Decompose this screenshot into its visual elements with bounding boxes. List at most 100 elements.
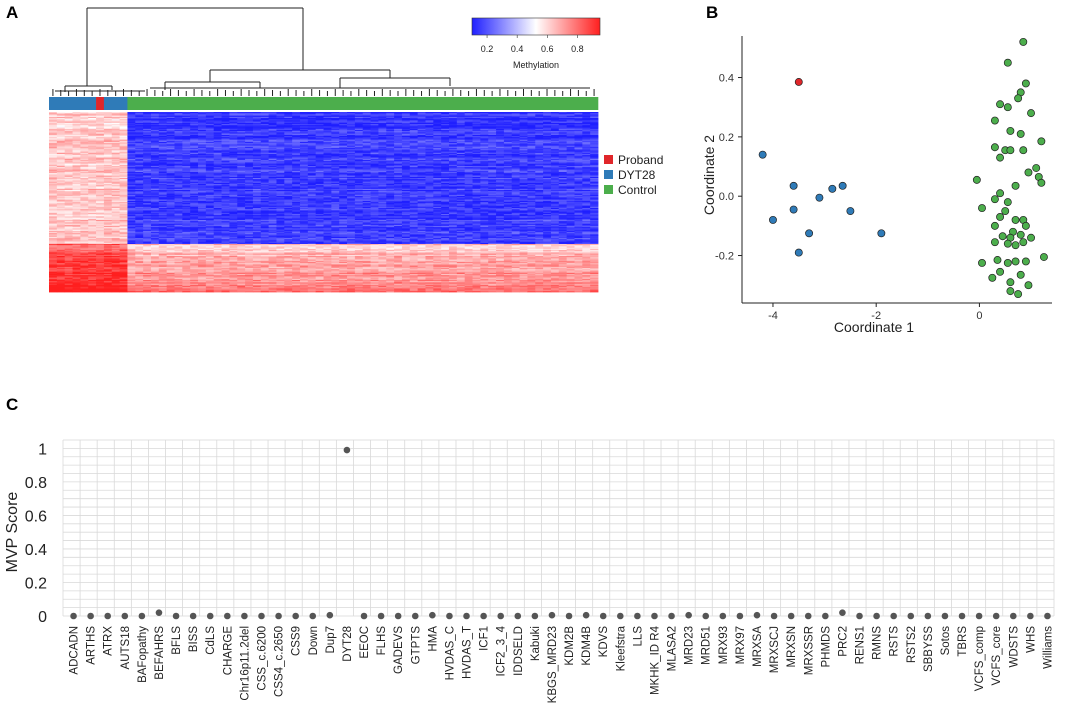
- heatmap-cell: [448, 113, 458, 115]
- heatmap-cell: [174, 146, 183, 149]
- heatmap-cell: [299, 124, 309, 126]
- heatmap-cell: [213, 149, 222, 151]
- heatmap-cell: [103, 191, 113, 193]
- heatmap-cell: [417, 162, 426, 164]
- heatmap-cell: [496, 155, 505, 157]
- heatmap-cell: [354, 142, 364, 144]
- heatmap-cell: [229, 133, 238, 136]
- heatmap-cell: [135, 169, 144, 172]
- heatmap-cell: [307, 163, 317, 166]
- heatmap-cell: [472, 132, 481, 134]
- heatmap-cell: [527, 155, 536, 157]
- heatmap-cell: [88, 187, 97, 190]
- heatmap-cell: [135, 170, 144, 173]
- heatmap-cell: [166, 136, 175, 138]
- heatmap-cell: [315, 182, 324, 185]
- heatmap-cell: [182, 145, 191, 148]
- heatmap-cell: [527, 137, 536, 139]
- heatmap-cell: [213, 187, 222, 190]
- heatmap-cell: [464, 149, 473, 151]
- heatmap-cell: [354, 131, 364, 133]
- heatmap-cell: [543, 146, 552, 149]
- heatmap-cell: [150, 187, 160, 190]
- heatmap-cell: [158, 121, 168, 124]
- heatmap-cell: [331, 115, 340, 118]
- heatmap-cell: [307, 115, 317, 118]
- heatmap-cell: [566, 164, 575, 167]
- heatmap-cell: [127, 113, 136, 115]
- heatmap-cell: [56, 160, 66, 162]
- heatmap-cell: [401, 128, 411, 131]
- heatmap-cell: [229, 169, 238, 172]
- heatmap-cell: [417, 124, 426, 126]
- heatmap-cell: [158, 146, 168, 149]
- heatmap-cell: [198, 132, 207, 134]
- heatmap-cell: [386, 148, 395, 150]
- heatmap-cell: [315, 168, 324, 170]
- heatmap-cell: [88, 168, 97, 170]
- heatmap-cell: [566, 157, 575, 160]
- heatmap-cell: [590, 174, 599, 176]
- heatmap-cell: [127, 142, 136, 144]
- heatmap-cell: [299, 136, 309, 138]
- heatmap-cell: [135, 145, 144, 148]
- heatmap-cell: [362, 151, 371, 154]
- heatmap-cell: [190, 186, 199, 188]
- heatmap-cell: [260, 149, 269, 151]
- heatmap-cell: [166, 170, 175, 173]
- heatmap-cell: [425, 130, 434, 132]
- heatmap-cell: [550, 143, 560, 145]
- heatmap-cell: [252, 120, 262, 122]
- heatmap-cell: [535, 156, 544, 158]
- heatmap-cell: [331, 126, 340, 128]
- heatmap-cell: [268, 158, 277, 161]
- heatmap-cell: [221, 187, 230, 190]
- heatmap-cell: [260, 142, 269, 144]
- heatmap-cell: [252, 169, 262, 172]
- heatmap-cell: [590, 191, 599, 193]
- heatmap-cell: [292, 192, 301, 194]
- heatmap-cell: [488, 156, 497, 158]
- heatmap-cell: [49, 186, 58, 188]
- heatmap-cell: [252, 179, 262, 181]
- heatmap-cell: [448, 116, 458, 119]
- heatmap-cell: [56, 142, 66, 144]
- heatmap-cell: [307, 184, 317, 186]
- heatmap-cell: [276, 166, 285, 168]
- heatmap-cell: [347, 190, 356, 192]
- heatmap-cell: [323, 120, 332, 122]
- heatmap-cell: [362, 138, 371, 140]
- heatmap-cell: [96, 184, 105, 186]
- heatmap-cell: [268, 114, 277, 116]
- heatmap-cell: [448, 125, 458, 127]
- heatmap-cell: [370, 181, 379, 184]
- heatmap-cell: [503, 134, 513, 137]
- heatmap-cell: [127, 128, 136, 131]
- heatmap-cell: [354, 191, 364, 193]
- heatmap-cell: [292, 139, 301, 142]
- heatmap-cell: [417, 138, 426, 140]
- heatmap-cell: [221, 112, 230, 114]
- heatmap-cell: [80, 128, 89, 131]
- heatmap-cell: [347, 124, 356, 126]
- heatmap-cell: [480, 187, 489, 190]
- heatmap-cell: [370, 127, 379, 130]
- heatmap-cell: [56, 120, 66, 122]
- heatmap-cell: [409, 173, 419, 175]
- heatmap-cell: [488, 148, 497, 150]
- heatmap-cell: [245, 145, 254, 148]
- heatmap-cell: [558, 180, 568, 182]
- heatmap-cell: [127, 125, 136, 127]
- heatmap-cell: [127, 152, 136, 155]
- heatmap-cell: [292, 175, 301, 178]
- heatmap-cell: [339, 116, 348, 119]
- heatmap-cell: [49, 187, 58, 190]
- heatmap-cell: [331, 192, 340, 194]
- heatmap-cell: [582, 150, 591, 152]
- heatmap-cell: [417, 180, 426, 182]
- heatmap-cell: [49, 120, 58, 122]
- heatmap-cell: [441, 160, 450, 162]
- heatmap-cell: [394, 162, 403, 164]
- heatmap-cell: [480, 169, 489, 172]
- heatmap-cell: [590, 176, 599, 179]
